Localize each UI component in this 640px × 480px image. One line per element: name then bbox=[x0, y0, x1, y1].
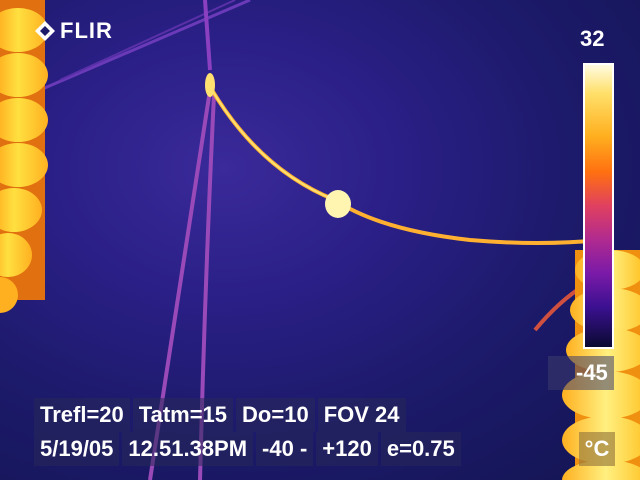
fov-param: FOV 24 bbox=[317, 398, 406, 432]
range-low: -40 - bbox=[256, 432, 314, 466]
distance-param: Do=10 bbox=[236, 398, 315, 432]
scale-min-value: -45 bbox=[548, 356, 614, 390]
temperature-unit: °C bbox=[579, 432, 615, 466]
flir-diamond-icon bbox=[35, 21, 55, 41]
emissivity-value: e=0.75 bbox=[380, 432, 461, 466]
range-high: +120 bbox=[316, 432, 378, 466]
measurement-parameters: Trefl=20 Tatm=15 Do=10 FOV 24 bbox=[34, 398, 406, 432]
reflected-temp-param: Trefl=20 bbox=[34, 398, 130, 432]
capture-time: 12.51.38PM bbox=[122, 432, 254, 466]
capture-info: 5/19/05 12.51.38PM -40 - +120 e=0.75 bbox=[34, 432, 461, 466]
capture-date: 5/19/05 bbox=[34, 432, 120, 466]
atmospheric-temp-param: Tatm=15 bbox=[132, 398, 234, 432]
scale-max-value: 32 bbox=[580, 26, 605, 51]
left-insulator bbox=[0, 0, 48, 313]
flir-logo-text: FLIR bbox=[60, 18, 113, 43]
flir-logo: FLIR bbox=[34, 18, 113, 44]
temperature-scale-bar bbox=[583, 63, 614, 349]
